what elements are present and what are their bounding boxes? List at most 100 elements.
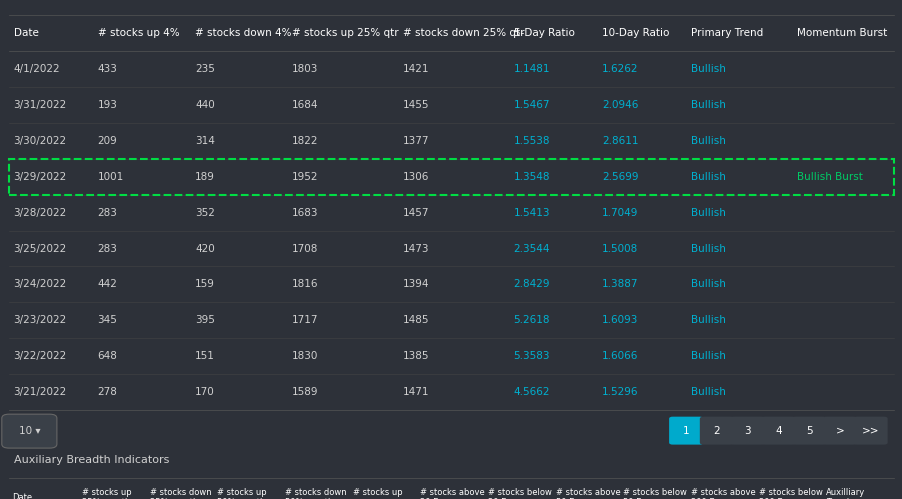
Text: 193: 193 xyxy=(97,100,117,110)
Text: 1589: 1589 xyxy=(292,387,318,397)
Text: 1.5413: 1.5413 xyxy=(513,208,549,218)
Text: 1822: 1822 xyxy=(292,136,318,146)
Text: 1708: 1708 xyxy=(292,244,318,253)
FancyBboxPatch shape xyxy=(791,417,825,445)
Text: Bullish: Bullish xyxy=(690,387,724,397)
Text: 283: 283 xyxy=(97,244,117,253)
Text: 345: 345 xyxy=(97,315,117,325)
Text: 1394: 1394 xyxy=(402,279,429,289)
Text: Date: Date xyxy=(12,493,32,499)
Text: Bullish: Bullish xyxy=(690,244,724,253)
Text: 1717: 1717 xyxy=(292,315,318,325)
Text: 1.5538: 1.5538 xyxy=(513,136,549,146)
Text: 1803: 1803 xyxy=(292,64,318,74)
Text: # stocks up 25% qtr: # stocks up 25% qtr xyxy=(292,28,399,38)
Text: 395: 395 xyxy=(195,315,215,325)
Text: 4/1/2022: 4/1/2022 xyxy=(14,64,60,74)
Text: 3: 3 xyxy=(743,426,750,436)
Text: 209: 209 xyxy=(97,136,117,146)
Text: # stocks up
13%/34: # stocks up 13%/34 xyxy=(353,488,402,499)
Text: 1816: 1816 xyxy=(292,279,318,289)
Text: # stocks down
50% month: # stocks down 50% month xyxy=(285,488,346,499)
Text: 3/29/2022: 3/29/2022 xyxy=(14,172,67,182)
Text: 10-Day Ratio: 10-Day Ratio xyxy=(602,28,668,38)
Text: # stocks below
200 Ema: # stocks below 200 Ema xyxy=(758,488,822,499)
Text: # stocks up
50% month: # stocks up 50% month xyxy=(217,488,267,499)
Text: 1306: 1306 xyxy=(402,172,428,182)
Text: 1: 1 xyxy=(682,426,689,436)
FancyBboxPatch shape xyxy=(852,417,887,445)
Text: Auxilliary
Trend: Auxilliary Trend xyxy=(825,488,864,499)
Text: 2.0946: 2.0946 xyxy=(602,100,638,110)
Text: 1.1481: 1.1481 xyxy=(513,64,549,74)
Text: Bullish: Bullish xyxy=(690,64,724,74)
FancyBboxPatch shape xyxy=(822,417,856,445)
Text: 433: 433 xyxy=(97,64,117,74)
Text: 1.7049: 1.7049 xyxy=(602,208,638,218)
Text: Primary Trend: Primary Trend xyxy=(690,28,762,38)
Text: Bullish: Bullish xyxy=(690,315,724,325)
Text: 1.6262: 1.6262 xyxy=(602,64,638,74)
Text: 1.5467: 1.5467 xyxy=(513,100,549,110)
Text: 5-Day Ratio: 5-Day Ratio xyxy=(513,28,574,38)
Text: Bullish: Bullish xyxy=(690,279,724,289)
Text: 4: 4 xyxy=(774,426,781,436)
Text: 1683: 1683 xyxy=(292,208,318,218)
Text: 3/23/2022: 3/23/2022 xyxy=(14,315,67,325)
Text: # stocks up
25% month: # stocks up 25% month xyxy=(82,488,132,499)
FancyBboxPatch shape xyxy=(668,417,703,445)
Text: 283: 283 xyxy=(97,208,117,218)
Text: 235: 235 xyxy=(195,64,215,74)
FancyBboxPatch shape xyxy=(699,417,733,445)
Text: # stocks down
25% month: # stocks down 25% month xyxy=(150,488,211,499)
Text: 5.3583: 5.3583 xyxy=(513,351,549,361)
Text: 314: 314 xyxy=(195,136,215,146)
Text: Bullish: Bullish xyxy=(690,172,724,182)
Text: # stocks down 4%: # stocks down 4% xyxy=(195,28,291,38)
Text: # stocks down 25% qtr: # stocks down 25% qtr xyxy=(402,28,524,38)
Text: Date: Date xyxy=(14,28,39,38)
Text: Auxiliary Breadth Indicators: Auxiliary Breadth Indicators xyxy=(14,455,169,465)
Text: >: > xyxy=(834,426,843,436)
Text: 189: 189 xyxy=(195,172,215,182)
Text: 1457: 1457 xyxy=(402,208,429,218)
Text: 3/25/2022: 3/25/2022 xyxy=(14,244,67,253)
Text: 5: 5 xyxy=(805,426,812,436)
Text: 442: 442 xyxy=(97,279,117,289)
Text: 1471: 1471 xyxy=(402,387,429,397)
Text: 2: 2 xyxy=(713,426,720,436)
Text: 1.5296: 1.5296 xyxy=(602,387,638,397)
Text: 1.6093: 1.6093 xyxy=(602,315,638,325)
Text: Bullish: Bullish xyxy=(690,100,724,110)
Text: >>: >> xyxy=(861,426,879,436)
Text: 1455: 1455 xyxy=(402,100,429,110)
Text: # stocks above
200 Ema: # stocks above 200 Ema xyxy=(690,488,755,499)
Text: 352: 352 xyxy=(195,208,215,218)
Text: # stocks below
50 Ema: # stocks below 50 Ema xyxy=(622,488,686,499)
Text: Bullish: Bullish xyxy=(690,136,724,146)
Text: 2.8611: 2.8611 xyxy=(602,136,638,146)
Text: Bullish: Bullish xyxy=(690,208,724,218)
Text: 3/24/2022: 3/24/2022 xyxy=(14,279,67,289)
FancyBboxPatch shape xyxy=(730,417,764,445)
FancyBboxPatch shape xyxy=(2,414,57,448)
Text: 5.2618: 5.2618 xyxy=(513,315,549,325)
Text: 1421: 1421 xyxy=(402,64,429,74)
Text: 1001: 1001 xyxy=(97,172,124,182)
Text: 1377: 1377 xyxy=(402,136,429,146)
Text: 3/22/2022: 3/22/2022 xyxy=(14,351,67,361)
Text: 3/21/2022: 3/21/2022 xyxy=(14,387,67,397)
Text: 151: 151 xyxy=(195,351,215,361)
Text: 440: 440 xyxy=(195,100,215,110)
Text: 1385: 1385 xyxy=(402,351,429,361)
Text: 1.3548: 1.3548 xyxy=(513,172,549,182)
Text: # stocks above
20 Ema: # stocks above 20 Ema xyxy=(420,488,484,499)
Text: Bullish: Bullish xyxy=(690,351,724,361)
Text: 1830: 1830 xyxy=(292,351,318,361)
Text: 2.8429: 2.8429 xyxy=(513,279,549,289)
Text: 420: 420 xyxy=(195,244,215,253)
Text: 2.3544: 2.3544 xyxy=(513,244,549,253)
Text: 1.5008: 1.5008 xyxy=(602,244,638,253)
Text: 278: 278 xyxy=(97,387,117,397)
FancyBboxPatch shape xyxy=(760,417,795,445)
